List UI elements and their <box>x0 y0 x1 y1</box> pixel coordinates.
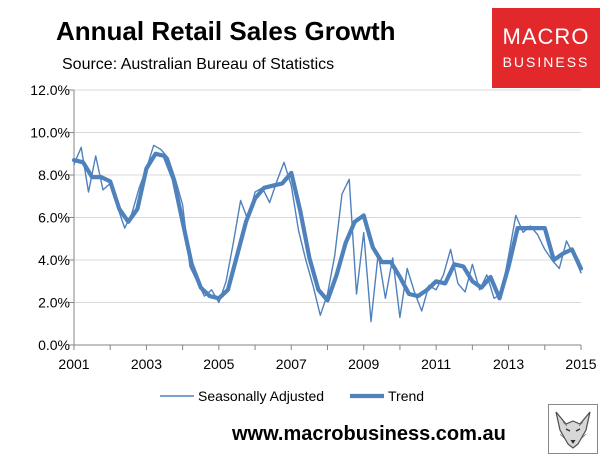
y-tick-label: 12.0% <box>30 82 70 98</box>
series-line-trend <box>71 151 584 303</box>
y-tick-label: 6.0% <box>38 210 70 226</box>
legend-label-trend: Trend <box>388 388 424 404</box>
y-tick-label: 0.0% <box>38 337 70 353</box>
series-lines <box>71 144 584 323</box>
x-tick-label: 2005 <box>203 356 234 372</box>
series-line-seasonally-adjusted <box>73 144 582 323</box>
tick-labels: 0.0% 2.0% 4.0% 6.0% 8.0% 10.0% 12.0% 2001 2003 20… <box>30 82 596 372</box>
chart-title: Annual Retail Sales Growth <box>56 16 396 46</box>
x-tick-label: 2009 <box>348 356 379 372</box>
y-tick-label: 4.0% <box>38 252 70 268</box>
chart-source: Source: Australian Bureau of Statistics <box>62 56 335 73</box>
fox-mascot-icon <box>548 404 598 454</box>
brand-logo: MACRO BUSINESS <box>492 8 600 88</box>
x-tick-label: 2003 <box>131 356 162 372</box>
brand-logo-line2: BUSINESS <box>502 54 590 70</box>
legend-label-seasonally-adjusted: Seasonally Adjusted <box>198 388 324 404</box>
y-tick-label: 8.0% <box>38 167 70 183</box>
x-tick-label: 2011 <box>421 356 451 372</box>
x-tick-label: 2001 <box>58 356 89 372</box>
axes <box>69 89 582 350</box>
legend: Seasonally Adjusted Trend <box>160 388 424 404</box>
brand-logo-line1: MACRO <box>502 24 590 49</box>
x-tick-label: 2015 <box>565 356 596 372</box>
x-tick-label: 2007 <box>276 356 307 372</box>
y-tick-label: 2.0% <box>38 295 70 311</box>
y-tick-label: 10.0% <box>30 125 70 141</box>
x-tick-label: 2013 <box>493 356 524 372</box>
grid-lines <box>74 89 581 303</box>
website-url[interactable]: www.macrobusiness.com.au <box>232 423 506 445</box>
